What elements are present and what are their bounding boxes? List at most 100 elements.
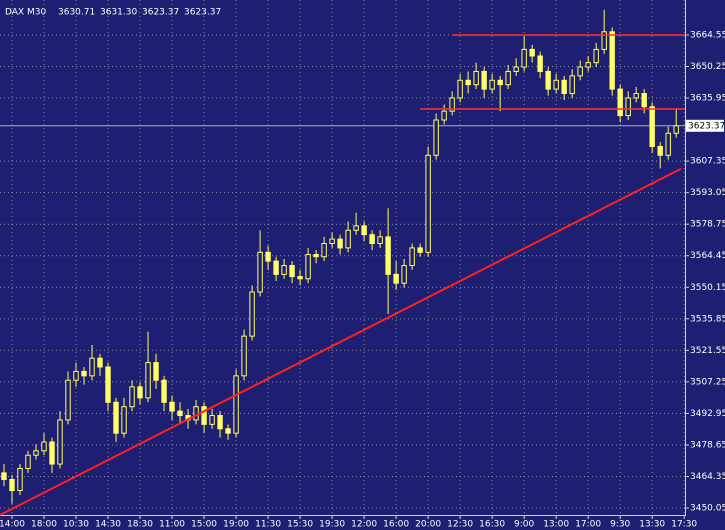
candle-body	[529, 48, 535, 57]
candle-body	[657, 145, 663, 156]
quote-value: 3623.37	[184, 8, 221, 18]
candle	[177, 402, 183, 425]
candle-body	[353, 225, 359, 231]
candle	[449, 91, 455, 116]
candle	[161, 375, 167, 412]
candle-body	[257, 251, 263, 293]
candle-body	[97, 357, 103, 368]
x-tick-label: 19:30	[319, 520, 345, 530]
candle-body	[273, 260, 279, 275]
y-tick-label: 3478.65	[690, 440, 725, 450]
candle	[121, 397, 127, 438]
candle-body	[393, 273, 399, 284]
x-tick-label: 18:00	[31, 520, 57, 530]
candle-body	[25, 454, 31, 469]
candle	[281, 258, 287, 279]
candle-body	[233, 375, 239, 434]
candle	[49, 437, 55, 473]
candle	[337, 234, 343, 255]
x-tick-label: 9:00	[514, 520, 534, 530]
candle-body	[401, 265, 407, 284]
x-tick-label: 15:00	[191, 520, 217, 530]
candle-body	[569, 75, 575, 95]
candle	[569, 69, 575, 98]
candle	[73, 362, 79, 387]
trend-line	[0, 167, 682, 516]
candle-body	[337, 238, 343, 249]
candle	[497, 75, 503, 112]
candle	[633, 86, 639, 103]
quote-value: 3630.71	[58, 8, 95, 18]
candle-body	[201, 406, 207, 425]
candle	[273, 256, 279, 281]
x-tick-label: 17:30	[671, 520, 697, 530]
candle-body	[505, 70, 511, 86]
candle	[489, 73, 495, 94]
x-tick-label: 12:30	[447, 520, 473, 530]
candle	[65, 371, 71, 425]
candle-body	[649, 106, 655, 147]
x-tick-label: 10:30	[63, 520, 89, 530]
candle	[113, 397, 119, 442]
candle-body	[217, 415, 223, 430]
y-tick-label: 3492.95	[690, 409, 725, 419]
x-tick-label: 13:30	[639, 520, 665, 530]
candle	[305, 247, 311, 284]
candle-body	[17, 467, 23, 492]
y-tick-label: 3521.55	[690, 346, 725, 356]
candle-body	[465, 79, 471, 86]
candle	[153, 353, 159, 390]
candle-body	[193, 406, 199, 421]
y-tick-label: 3450.05	[690, 504, 725, 514]
candle-body	[625, 97, 631, 117]
candle-body	[169, 401, 175, 412]
x-tick-label: 16:30	[479, 520, 505, 530]
y-tick-label: 3593.05	[690, 188, 725, 198]
candle	[265, 245, 271, 270]
candle	[473, 62, 479, 90]
x-tick-label: 17:00	[575, 520, 601, 530]
candle	[209, 408, 215, 429]
candle-body	[537, 55, 543, 72]
candle-body	[489, 79, 495, 90]
candle	[673, 108, 679, 138]
y-tick-label: 3650.25	[690, 62, 725, 72]
candle-body	[305, 254, 311, 280]
candle	[609, 27, 615, 96]
candle	[25, 450, 31, 473]
candle	[657, 142, 663, 169]
current-price-label: 3623.37	[688, 121, 725, 131]
candle-body	[9, 478, 15, 492]
candle	[529, 44, 535, 63]
candle-body	[577, 66, 583, 77]
candle-body	[641, 93, 647, 108]
candle	[81, 367, 87, 385]
candle-body	[153, 362, 159, 381]
candle-body	[593, 48, 599, 64]
candle-body	[433, 119, 439, 156]
candle	[457, 73, 463, 103]
current-price-box	[686, 119, 724, 132]
candle-body	[241, 335, 247, 377]
candle-body	[673, 125, 679, 134]
x-tick-label: 14:30	[95, 520, 121, 530]
y-tick-label: 3464.35	[690, 472, 725, 482]
candle	[289, 261, 295, 284]
y-tick-label: 3664.55	[690, 30, 725, 40]
candle	[561, 75, 567, 101]
y-tick-label: 3550.15	[690, 283, 725, 293]
candle	[417, 243, 423, 257]
candle-body	[633, 93, 639, 99]
candle	[89, 344, 95, 381]
candle	[441, 104, 447, 125]
candle-body	[1, 472, 7, 480]
candle-body	[449, 97, 455, 112]
candle-body	[513, 66, 519, 72]
candle	[217, 411, 223, 438]
candle-body	[345, 229, 351, 249]
candle	[137, 382, 143, 405]
candle	[513, 58, 519, 76]
candle-body	[313, 254, 319, 258]
candle-body	[385, 236, 391, 275]
